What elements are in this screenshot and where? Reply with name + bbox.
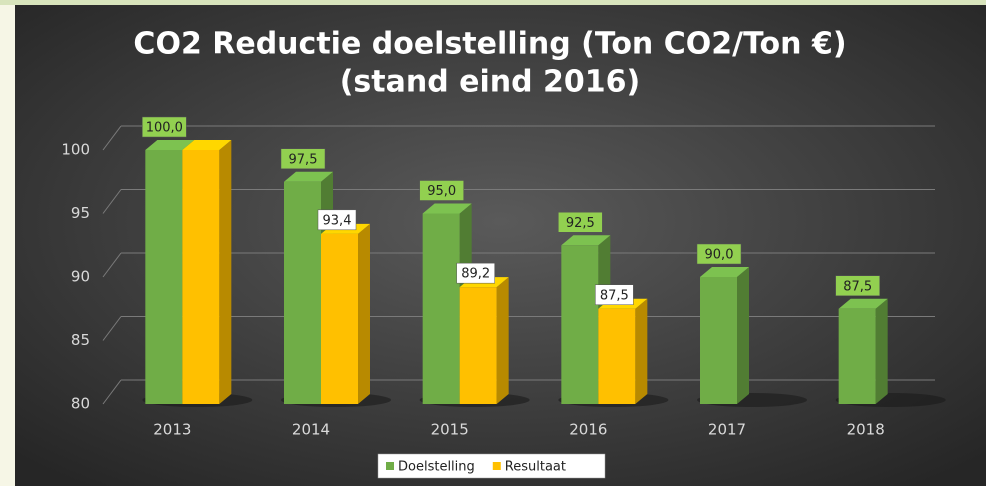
bar-top (700, 267, 749, 277)
bar (422, 213, 460, 404)
y-tick-label: 95 (71, 204, 90, 222)
data-label-box (317, 209, 357, 231)
x-tick-label: 2014 (292, 421, 330, 439)
data-label: 92,5 (566, 216, 595, 231)
y-tick-label: 90 (71, 268, 90, 286)
bar (700, 277, 737, 404)
legend-swatch (386, 462, 394, 470)
data-label-box (280, 148, 326, 169)
data-label: 95,0 (427, 184, 456, 199)
data-label-box (696, 243, 742, 265)
bar (459, 287, 497, 404)
data-label-box (835, 275, 880, 296)
data-label: 97,5 (289, 152, 318, 167)
legend-box (377, 453, 606, 479)
y-tick-label: 80 (71, 395, 90, 413)
legend-label: Doelstelling (398, 460, 475, 475)
bar-side (635, 298, 648, 404)
bar-side (219, 140, 232, 404)
x-tick-label: 2013 (153, 421, 191, 439)
grid-line-depth (102, 189, 122, 214)
bar (145, 150, 183, 404)
data-label: 87,5 (600, 288, 629, 303)
bar-top (422, 203, 472, 214)
bar-side (496, 277, 509, 404)
data-label-box (456, 262, 495, 284)
y-tick-label: 100 (61, 141, 90, 159)
x-tick-label: 2015 (431, 421, 469, 439)
bar (182, 150, 220, 404)
grid-line-depth (102, 316, 122, 341)
bar-top (145, 140, 195, 150)
data-label-box (558, 212, 603, 233)
x-tick-label: 2018 (847, 421, 885, 439)
data-label: 100,0 (146, 121, 183, 136)
data-label: 87,5 (843, 279, 872, 294)
y-tick-label: 85 (71, 331, 90, 349)
data-label: 93,4 (323, 213, 352, 228)
top-strip (0, 0, 986, 5)
legend-swatch (492, 462, 501, 470)
bar (561, 245, 599, 404)
bar-top (182, 140, 232, 150)
bar (838, 308, 876, 404)
bar-top (561, 235, 611, 246)
bar-top (284, 171, 333, 182)
data-label-box (419, 180, 464, 201)
bar-top (838, 298, 888, 309)
bar-side (737, 267, 749, 404)
x-tick-label: 2016 (569, 421, 607, 439)
data-label-box (142, 116, 187, 138)
grid-line-depth (102, 125, 122, 151)
x-tick-label: 2017 (708, 421, 746, 439)
bar-side (875, 298, 888, 404)
bar-side (358, 223, 370, 404)
grid-line-depth (102, 252, 122, 278)
data-label: 90,0 (705, 248, 734, 263)
bar (598, 308, 636, 404)
bar (284, 181, 321, 404)
legend-label: Resultaat (505, 460, 566, 475)
grid-line-depth (102, 379, 122, 405)
bar (321, 233, 358, 404)
data-label-box (595, 284, 634, 305)
chart-title: CO2 Reductie doelstelling (Ton CO2/Ton €… (133, 27, 846, 62)
data-label: 89,2 (461, 267, 490, 282)
chart-subtitle: (stand eind 2016) (340, 65, 641, 100)
